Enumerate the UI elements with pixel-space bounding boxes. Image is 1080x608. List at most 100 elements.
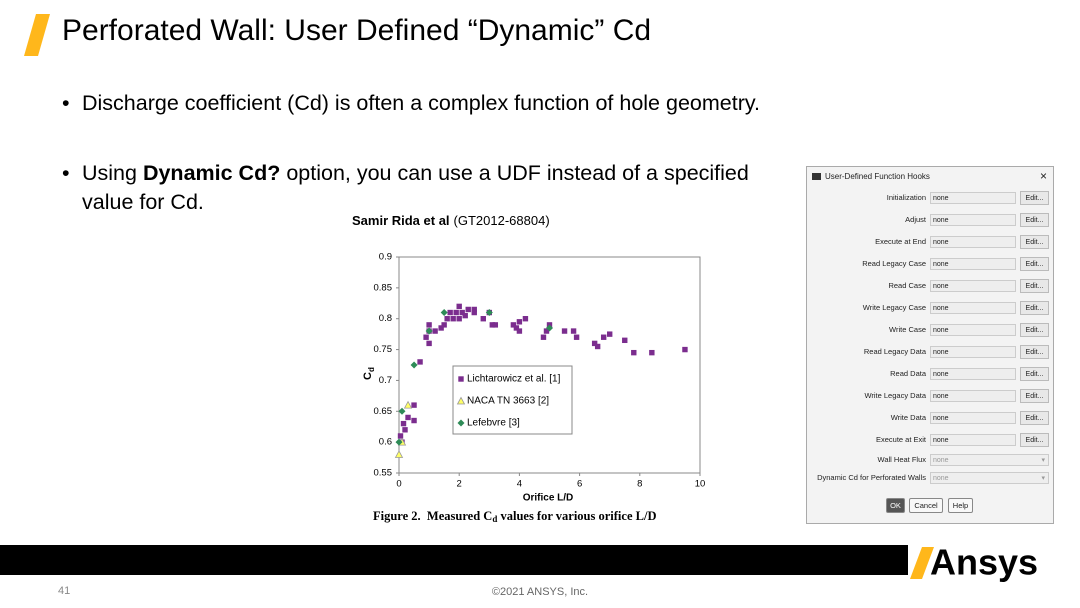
data-point	[600, 334, 607, 340]
dropdown[interactable]: none	[930, 454, 1049, 466]
edit-button[interactable]: Edit...	[1020, 257, 1049, 271]
edit-button[interactable]: Edit...	[1020, 367, 1049, 381]
data-point	[456, 303, 462, 310]
data-point	[423, 334, 429, 340]
field-label: Read Data	[890, 369, 926, 378]
field-value[interactable]: none	[930, 214, 1016, 226]
data-point	[516, 319, 523, 325]
dropdown[interactable]: none	[930, 472, 1049, 484]
field-value[interactable]: none	[930, 258, 1016, 270]
data-point	[450, 316, 456, 322]
y-tick-label: 0.9	[379, 252, 392, 263]
data-point	[570, 328, 577, 334]
edit-button[interactable]: Edit...	[1020, 301, 1049, 315]
field-label: Write Legacy Case	[862, 303, 926, 312]
field-label: Adjust	[905, 215, 926, 224]
dialog: User-Defined Function Hooks × Initializa…	[806, 166, 1054, 524]
data-point	[394, 450, 404, 458]
caption-text: values for various orifice L/D	[497, 509, 656, 523]
data-point	[410, 361, 418, 369]
copyright: ©2021 ANSYS, Inc.	[492, 586, 588, 598]
field-value[interactable]: none	[930, 324, 1016, 336]
field-label: Dynamic Cd for Perforated Walls	[817, 473, 926, 482]
data-point	[417, 359, 423, 365]
dialog-button[interactable]: Cancel	[909, 498, 943, 513]
data-point	[540, 334, 547, 340]
y-tick-label: 0.55	[374, 468, 393, 479]
data-point	[622, 337, 628, 344]
data-point	[573, 334, 580, 340]
field-label: Initialization	[886, 193, 926, 202]
chart-title-ref: (GT2012-68804)	[454, 213, 550, 228]
data-point	[510, 322, 517, 328]
edit-button[interactable]: Edit...	[1020, 433, 1049, 447]
edit-button[interactable]: Edit...	[1020, 411, 1049, 425]
data-point	[594, 343, 601, 350]
data-point	[513, 325, 520, 331]
data-point	[492, 322, 499, 328]
edit-button[interactable]: Edit...	[1020, 213, 1049, 227]
edit-button[interactable]: Edit...	[1020, 323, 1049, 337]
data-point	[441, 322, 447, 328]
field-value[interactable]: none	[930, 280, 1016, 292]
bullet-text: Using	[82, 161, 143, 185]
x-tick-label: 0	[396, 479, 401, 490]
data-point	[607, 331, 613, 337]
x-tick-label: 8	[637, 479, 642, 490]
field-value[interactable]: none	[930, 412, 1016, 424]
edit-button[interactable]: Edit...	[1020, 191, 1049, 205]
legend-marker	[457, 419, 465, 427]
data-point	[447, 309, 453, 316]
field-value[interactable]: none	[930, 368, 1016, 380]
data-point	[543, 328, 550, 334]
field-value[interactable]: none	[930, 192, 1016, 204]
data-point	[591, 340, 598, 347]
data-point	[459, 309, 465, 316]
data-point	[561, 328, 568, 334]
y-tick-label: 0.6	[379, 437, 392, 448]
logo-slash	[910, 547, 934, 579]
close-button[interactable]: ×	[1039, 169, 1047, 183]
x-tick-label: 2	[457, 479, 462, 490]
dialog-button[interactable]: Help	[948, 498, 973, 513]
edit-button[interactable]: Edit...	[1020, 389, 1049, 403]
x-axis-label: Orifice L/D	[523, 493, 574, 504]
bullet-text: option, you can use a UDF instead of a s…	[82, 161, 749, 214]
data-point	[438, 325, 444, 331]
bullet: Discharge coefficient (Cd) is often a co…	[62, 89, 782, 118]
dialog-icon	[812, 173, 821, 180]
field-label: Write Legacy Data	[864, 391, 926, 400]
field-value[interactable]: none	[930, 434, 1016, 446]
edit-button[interactable]: Edit...	[1020, 235, 1049, 249]
data-point	[425, 327, 433, 335]
legend-label: Lefebvre [3]	[467, 418, 520, 429]
x-tick-label: 10	[695, 479, 706, 490]
caption-text: Figure 2. Measured C	[373, 509, 492, 523]
y-tick-label: 0.8	[379, 313, 392, 324]
edit-button[interactable]: Edit...	[1020, 345, 1049, 359]
y-axis-label-sub: d	[367, 367, 376, 372]
y-axis-label: C	[362, 372, 374, 380]
data-point	[485, 309, 493, 317]
data-point	[395, 438, 403, 446]
field-label: Read Legacy Data	[863, 347, 926, 356]
data-point	[462, 312, 468, 319]
field-value[interactable]: none	[930, 390, 1016, 402]
edit-button[interactable]: Edit...	[1020, 279, 1049, 293]
plot-frame	[398, 256, 701, 474]
y-tick-label: 0.65	[374, 406, 393, 417]
legend-marker	[458, 376, 464, 382]
data-point	[631, 349, 637, 356]
x-tick-label: 6	[577, 479, 582, 490]
field-value[interactable]: none	[930, 236, 1016, 248]
field-label: Write Case	[889, 325, 926, 334]
bullet-bold: Dynamic Cd?	[142, 161, 281, 185]
data-point	[453, 309, 459, 316]
dialog-button[interactable]: OK	[886, 498, 905, 513]
footer-band	[0, 545, 908, 575]
field-value[interactable]: none	[930, 302, 1016, 314]
slide-title: Perforated Wall: User Defined “Dynamic” …	[62, 14, 652, 47]
field-value[interactable]: none	[930, 346, 1016, 358]
